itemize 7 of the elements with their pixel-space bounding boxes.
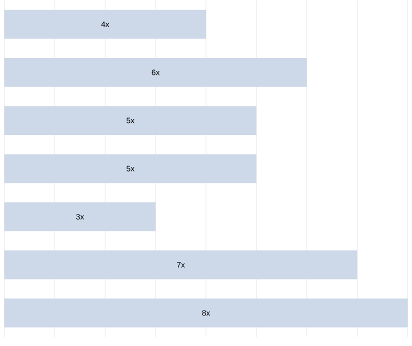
bar	[4, 106, 256, 135]
bar	[4, 58, 307, 87]
bar	[4, 298, 408, 328]
bar	[4, 154, 256, 184]
bar	[4, 10, 206, 39]
bar	[4, 250, 358, 280]
bar	[4, 202, 156, 232]
